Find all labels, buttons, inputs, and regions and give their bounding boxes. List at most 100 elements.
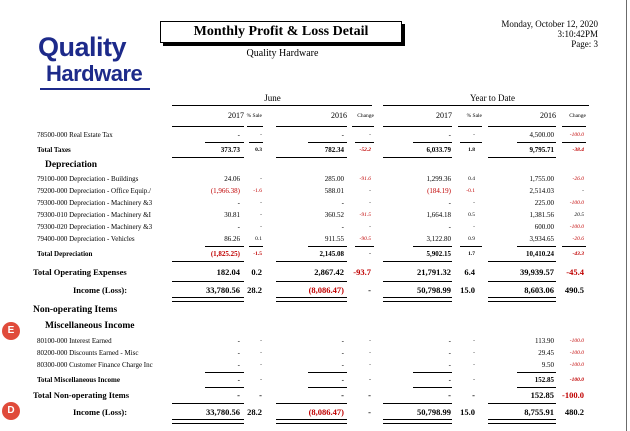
col-ytd-2016: 2016	[540, 111, 556, 120]
cell-ytd-change: -45.4	[566, 267, 584, 277]
cell-june-pct: 28.2	[247, 407, 262, 417]
cell-ytd-2016: 4,500.00	[529, 131, 555, 139]
cell-ytd-pct: -	[473, 350, 475, 356]
cell-june-2017: 33,780.56	[206, 285, 240, 295]
cell-june-2017: 30.81	[224, 211, 240, 219]
cell-june-2016: (8,086.47)	[308, 407, 344, 417]
cell-ytd-2017: -	[448, 199, 451, 207]
cell-june-pct: -	[260, 200, 262, 206]
cell-june-2016: 2,145.08	[319, 250, 345, 258]
cell-june-pct: 0.1	[255, 236, 262, 242]
cell-ytd-change: -20.6	[572, 236, 584, 242]
period-june: June	[264, 93, 281, 103]
cell-ytd-2016: 9.50	[541, 361, 554, 369]
subtotal-line	[249, 246, 263, 247]
table-row: Income (Loss): 33,780.56 28.2 (8,086.47)…	[0, 284, 626, 297]
cell-ytd-pct: -	[472, 390, 475, 400]
table-row: Income (Loss): 33,780.56 28.2 (8,086.47)…	[0, 406, 626, 419]
cell-ytd-change: -38.4	[572, 147, 584, 153]
subtotal-line	[205, 372, 244, 373]
cell-ytd-pct: -	[473, 338, 475, 344]
cell-june-pct: -	[260, 212, 262, 218]
cell-june-change: -91.6	[359, 176, 371, 182]
cell-june-2017: -	[237, 131, 240, 139]
cell-ytd-2016: 8,603.06	[524, 285, 554, 295]
cell-june-2016: (8,086.47)	[308, 285, 344, 295]
section-heading: Miscellaneous Income	[0, 321, 626, 334]
cell-june-change: -91.5	[359, 212, 371, 218]
cell-ytd-change: -100.0	[569, 362, 584, 368]
row-label: 80300-000 Customer Finance Charge Inc	[37, 361, 153, 369]
cell-june-2017: 33,780.56	[206, 407, 240, 417]
cell-ytd-change: 490.5	[564, 285, 584, 295]
subtotal-line	[460, 246, 482, 247]
cell-ytd-2016: 113.90	[535, 337, 554, 345]
table-row: 80100-000 Interest Earned - - - - - - 11…	[0, 336, 626, 347]
cell-ytd-change: -100.0	[569, 224, 584, 230]
table-row: 79300-000 Depreciation - Machinery &3 - …	[0, 198, 626, 209]
cell-ytd-2017: -	[448, 223, 451, 231]
cell-june-change: -	[369, 350, 371, 356]
subtotal-line	[413, 142, 452, 143]
cell-ytd-change: -26.0	[572, 176, 584, 182]
cell-ytd-2017: 6,033.79	[426, 146, 452, 154]
subtotal-line	[308, 372, 347, 373]
cell-june-2017: -	[237, 376, 240, 384]
cell-june-2017: (1,966.38)	[210, 187, 240, 195]
table-row: 79300-020 Depreciation - Machinery &3 - …	[0, 222, 626, 233]
cell-june-2016: -	[341, 390, 344, 400]
cell-ytd-pct: -	[473, 377, 475, 383]
report-title: Monthly Profit & Loss Detail	[160, 21, 402, 43]
section-heading: Depreciation	[0, 160, 626, 171]
cell-june-change: -	[369, 132, 371, 138]
cell-ytd-2016: 225.00	[534, 199, 554, 207]
cell-june-2016: -	[341, 349, 344, 357]
table-row: Total Miscellaneous Income - - - - - - 1…	[0, 375, 626, 386]
period-ytd-line	[383, 105, 589, 106]
table-row: Total Depreciation (1,825.25) -1.5 2,145…	[0, 249, 626, 260]
cell-june-pct: -	[260, 338, 262, 344]
cell-june-change: -	[369, 338, 371, 344]
subtotal-line	[355, 142, 374, 143]
cell-ytd-pct: -	[473, 132, 475, 138]
row-label: 80200-000 Discounts Earned - Misc	[37, 349, 139, 357]
row-label: 80100-000 Interest Earned	[37, 337, 112, 345]
row-label: 79300-020 Depreciation - Machinery &3	[37, 223, 153, 231]
cell-june-pct: 0.3	[255, 147, 262, 153]
cell-ytd-pct: 1.7	[468, 251, 475, 257]
cell-june-2017: -	[237, 361, 240, 369]
total-underline	[383, 281, 452, 282]
col-underline	[276, 126, 347, 127]
cell-ytd-2017: -	[448, 337, 451, 345]
total-underline	[276, 281, 347, 282]
total-underline	[488, 281, 556, 282]
col-underline	[352, 126, 374, 127]
logo-underline	[40, 88, 150, 90]
cell-ytd-pct: 0.4	[468, 176, 475, 182]
col-ytd-change: Change	[569, 113, 586, 119]
cell-june-change: -	[369, 377, 371, 383]
cell-ytd-2016: 2,514.03	[529, 187, 555, 195]
total-underline	[172, 157, 244, 158]
double-underline	[488, 419, 556, 424]
subtotal-line	[205, 142, 244, 143]
cell-ytd-2017: 21,791.32	[417, 267, 451, 277]
section-heading: Non-operating Items	[0, 305, 626, 318]
cell-ytd-pct: 0.9	[468, 236, 475, 242]
cell-ytd-change: -100.0	[562, 390, 584, 400]
cell-june-pct: -	[259, 390, 262, 400]
cell-ytd-pct: -0.1	[466, 188, 475, 194]
period-june-line	[172, 105, 372, 106]
col-june-2017: 2017	[228, 111, 244, 120]
total-underline	[413, 387, 452, 388]
total-underline	[172, 403, 244, 404]
cell-june-2016: 911.55	[325, 235, 344, 243]
cell-ytd-2016: 29.45	[538, 349, 554, 357]
cell-june-pct: -	[260, 362, 262, 368]
cell-june-2016: 782.34	[324, 146, 344, 154]
report-date: Monday, October 12, 2020	[501, 19, 598, 29]
cell-june-2017: -	[237, 390, 240, 400]
double-underline	[383, 419, 452, 424]
col-june-change: Change	[357, 113, 374, 119]
table-row: 79400-000 Depreciation - Vehicles 86.26 …	[0, 234, 626, 245]
